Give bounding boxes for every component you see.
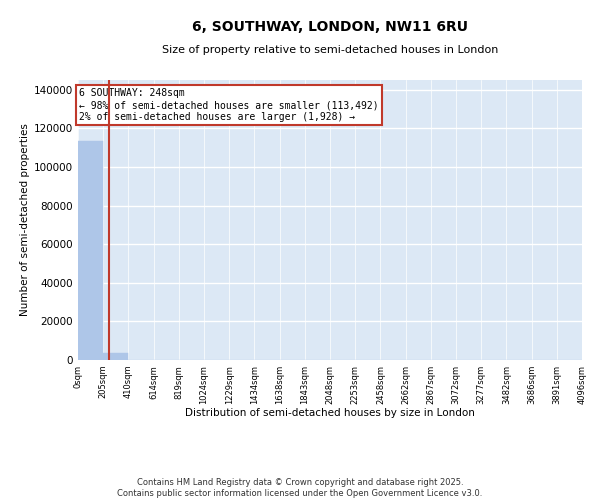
Text: 6 SOUTHWAY: 248sqm
← 98% of semi-detached houses are smaller (113,492)
2% of sem: 6 SOUTHWAY: 248sqm ← 98% of semi-detache… [79,88,379,122]
Y-axis label: Number of semi-detached properties: Number of semi-detached properties [20,124,30,316]
Text: 6, SOUTHWAY, LONDON, NW11 6RU: 6, SOUTHWAY, LONDON, NW11 6RU [192,20,468,34]
Text: Size of property relative to semi-detached houses in London: Size of property relative to semi-detach… [162,45,498,55]
Bar [78,141,103,360]
Text: Contains HM Land Registry data © Crown copyright and database right 2025.
Contai: Contains HM Land Registry data © Crown c… [118,478,482,498]
X-axis label: Distribution of semi-detached houses by size in London: Distribution of semi-detached houses by … [185,408,475,418]
Bar [103,352,128,360]
